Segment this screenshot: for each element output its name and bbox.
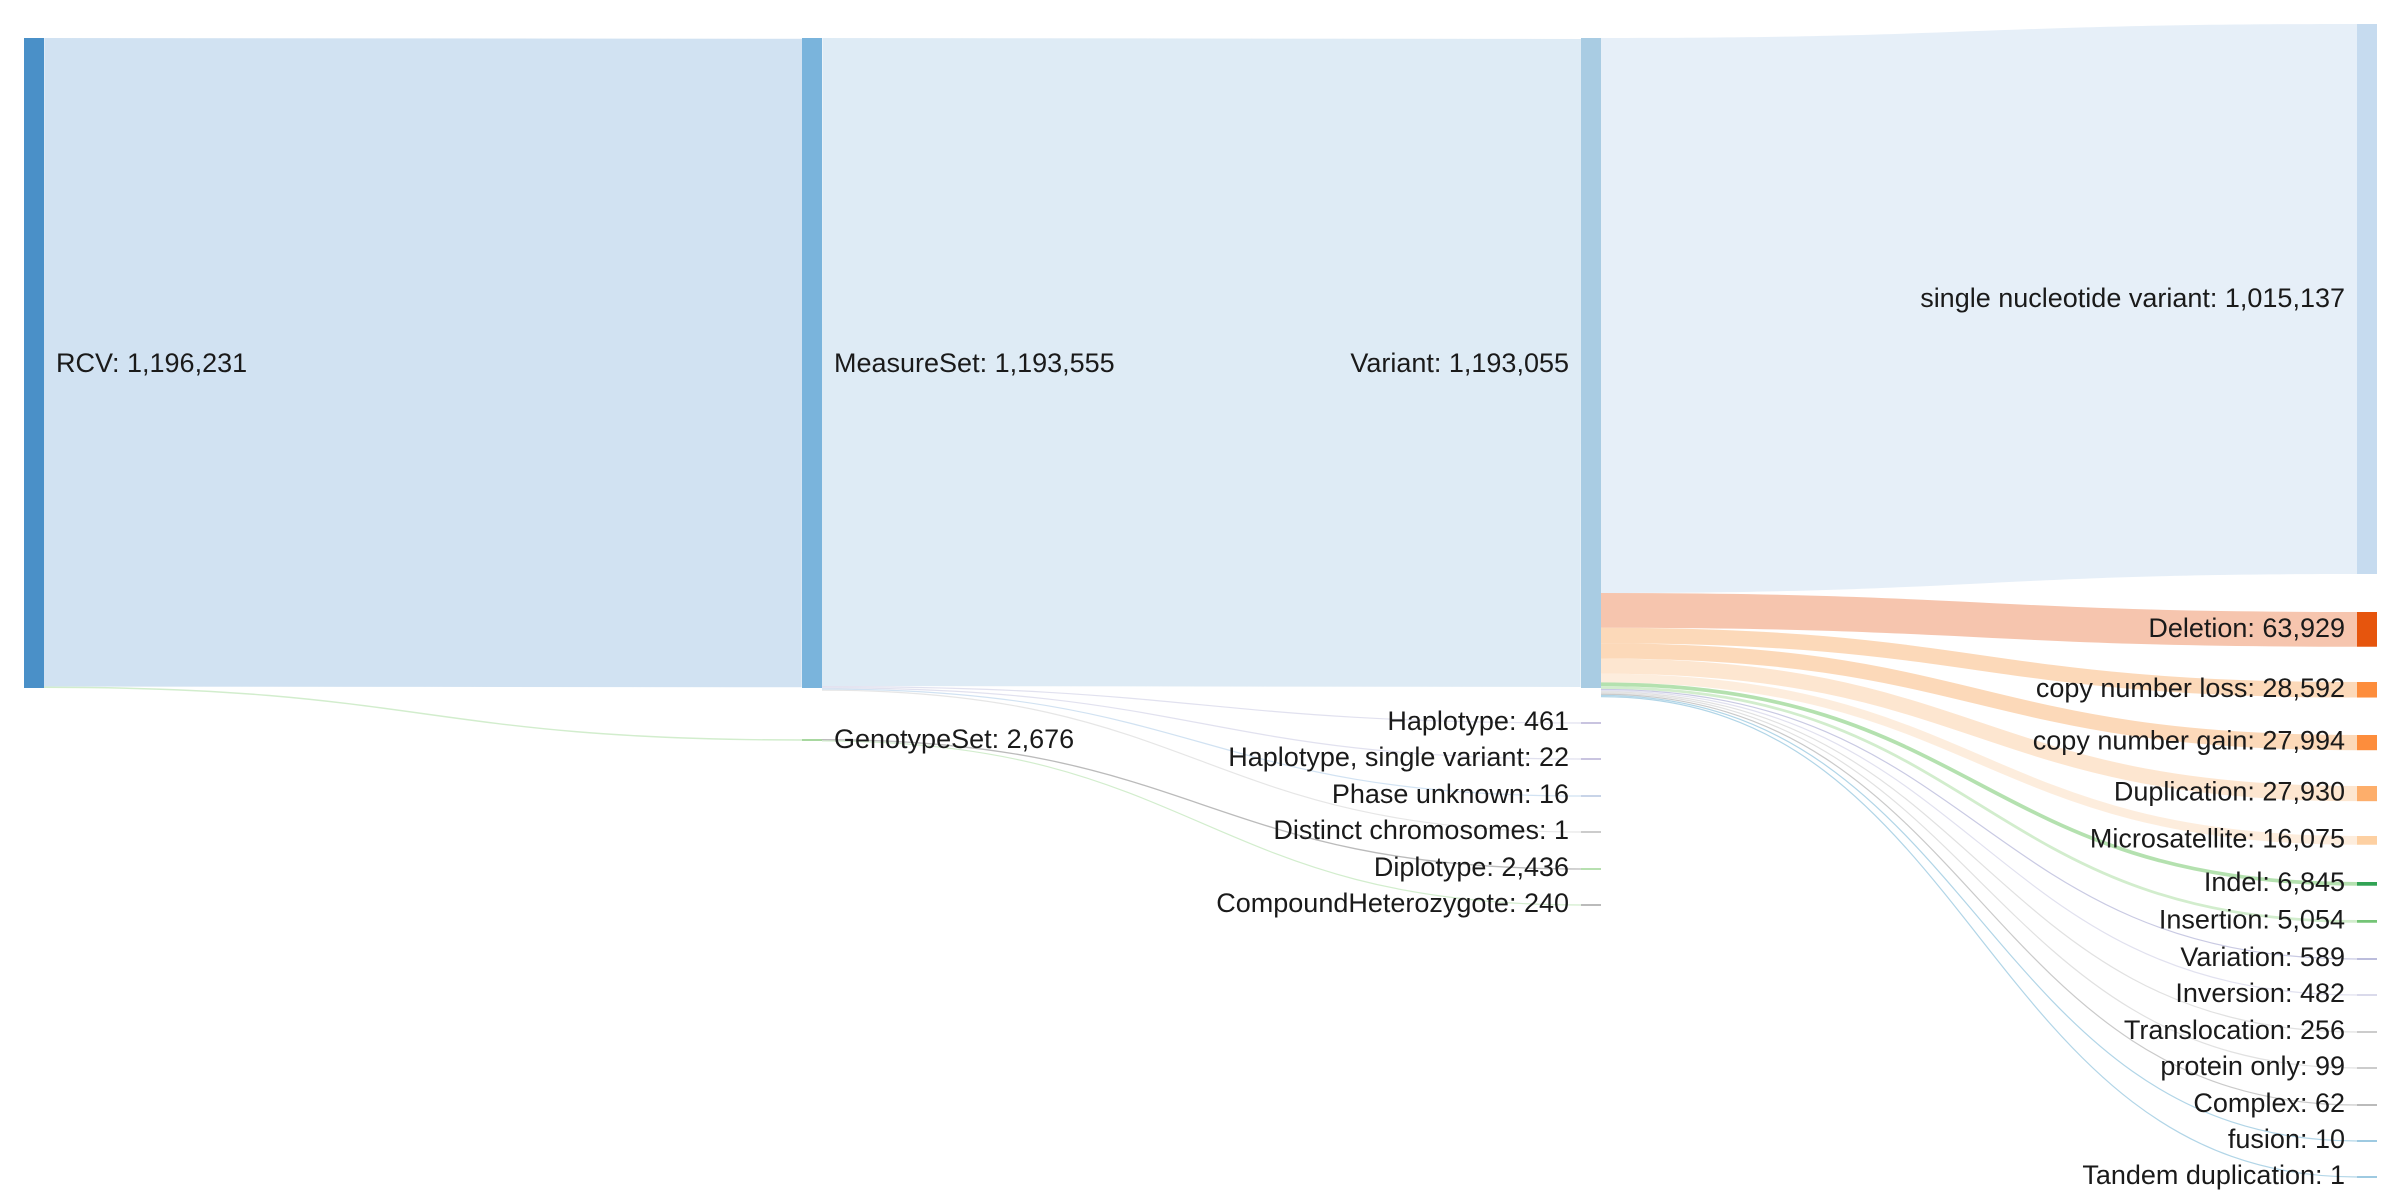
node-label-deletion: Deletion: 63,929 bbox=[2148, 613, 2345, 643]
link-variant-cn_gain bbox=[1600, 643, 2358, 751]
node-indel[interactable] bbox=[2357, 882, 2377, 886]
link-measureset-haplotype bbox=[821, 686, 1582, 724]
node-label-snv: single nucleotide variant: 1,015,137 bbox=[1920, 283, 2345, 313]
node-compound_het[interactable] bbox=[1581, 904, 1601, 906]
node-label-insertion: Insertion: 5,054 bbox=[2159, 904, 2345, 934]
link-measureset-distinct_chrom bbox=[821, 689, 1582, 833]
link-variant-tandem_dup bbox=[1600, 696, 2358, 1178]
node-genotypeset[interactable] bbox=[802, 739, 822, 741]
node-protein_only[interactable] bbox=[2357, 1067, 2377, 1069]
node-label-cn_loss: copy number loss: 28,592 bbox=[2036, 673, 2345, 703]
link-rcv-genotypeset bbox=[43, 686, 803, 741]
node-cn_gain[interactable] bbox=[2357, 735, 2377, 751]
node-variant[interactable] bbox=[1581, 38, 1601, 688]
link-variant-complex bbox=[1600, 693, 2358, 1106]
node-tandem_dup[interactable] bbox=[2357, 1176, 2377, 1178]
node-measureset[interactable] bbox=[802, 38, 822, 688]
node-label-fusion: fusion: 10 bbox=[2228, 1124, 2345, 1154]
node-distinct_chrom[interactable] bbox=[1581, 831, 1601, 833]
node-deletion[interactable] bbox=[2357, 612, 2377, 647]
link-measureset-phase_unknown bbox=[821, 688, 1582, 797]
link-variant-protein_only bbox=[1600, 692, 2358, 1069]
link-variant-insertion bbox=[1600, 686, 2358, 923]
node-snv[interactable] bbox=[2357, 24, 2377, 574]
link-measureset-variant bbox=[821, 38, 1582, 687]
node-label-haplotype: Haplotype: 461 bbox=[1387, 706, 1569, 736]
node-label-microsatellite: Microsatellite: 16,075 bbox=[2090, 823, 2345, 853]
node-label-inversion: Inversion: 482 bbox=[2175, 978, 2345, 1008]
labels-layer: RCV: 1,196,231 MeasureSet: 1,193,555 Genot… bbox=[56, 283, 2345, 1190]
node-label-translocation: Translocation: 256 bbox=[2124, 1015, 2345, 1045]
node-label-distinct_chrom: Distinct chromosomes: 1 bbox=[1273, 815, 1569, 845]
node-label-genotypeset: GenotypeSet: 2,676 bbox=[834, 724, 1074, 754]
node-duplication[interactable] bbox=[2357, 786, 2377, 802]
node-label-protein_only: protein only: 99 bbox=[2160, 1051, 2345, 1081]
link-variant-indel bbox=[1600, 682, 2358, 886]
node-rcv[interactable] bbox=[24, 38, 44, 688]
node-label-complex: Complex: 62 bbox=[2193, 1088, 2345, 1118]
link-variant-snv bbox=[1601, 24, 2357, 593]
link-variant-duplication bbox=[1600, 658, 2358, 802]
node-label-rcv: RCV: 1,196,231 bbox=[56, 348, 247, 378]
node-translocation[interactable] bbox=[2357, 1031, 2377, 1033]
node-complex[interactable] bbox=[2357, 1104, 2377, 1106]
links-layer bbox=[43, 24, 2358, 1178]
node-insertion[interactable] bbox=[2357, 920, 2377, 923]
node-fusion[interactable] bbox=[2357, 1140, 2377, 1142]
node-phase_unknown[interactable] bbox=[1581, 795, 1601, 797]
node-inversion[interactable] bbox=[2357, 994, 2377, 996]
node-label-cn_gain: copy number gain: 27,994 bbox=[2033, 726, 2345, 756]
link-genotypeset-diplotype bbox=[821, 739, 1582, 870]
link-measureset-hap_single bbox=[821, 687, 1582, 760]
node-label-measureset: MeasureSet: 1,193,555 bbox=[834, 348, 1115, 378]
node-label-indel: Indel: 6,845 bbox=[2204, 867, 2345, 897]
nodes-layer bbox=[24, 24, 2377, 1178]
link-variant-translocation bbox=[1600, 691, 2358, 1033]
node-label-diplotype: Diplotype: 2,436 bbox=[1374, 852, 1569, 882]
node-cn_loss[interactable] bbox=[2357, 682, 2377, 698]
node-label-duplication: Duplication: 27,930 bbox=[2114, 777, 2345, 807]
node-diplotype[interactable] bbox=[1581, 868, 1601, 870]
link-variant-inversion bbox=[1600, 690, 2358, 996]
link-variant-variation bbox=[1600, 688, 2358, 960]
node-hap_single[interactable] bbox=[1581, 758, 1601, 760]
node-label-variant: Variant: 1,193,055 bbox=[1350, 348, 1569, 378]
link-rcv-measureset bbox=[43, 38, 803, 688]
node-haplotype[interactable] bbox=[1581, 722, 1601, 724]
link-variant-fusion bbox=[1600, 694, 2358, 1142]
node-variation[interactable] bbox=[2357, 958, 2377, 960]
link-variant-deletion bbox=[1600, 593, 2358, 647]
link-genotypeset-compound_het bbox=[821, 740, 1582, 906]
node-microsatellite[interactable] bbox=[2357, 836, 2377, 845]
node-label-tandem_dup: Tandem duplication: 1 bbox=[2082, 1160, 2345, 1190]
node-label-variation: Variation: 589 bbox=[2180, 942, 2345, 972]
node-label-hap_single: Haplotype, single variant: 22 bbox=[1228, 742, 1569, 772]
node-label-compound_het: CompoundHeterozygote: 240 bbox=[1216, 888, 1569, 918]
link-variant-microsatellite bbox=[1600, 673, 2358, 845]
node-label-phase_unknown: Phase unknown: 16 bbox=[1332, 779, 1569, 809]
link-variant-cn_loss bbox=[1600, 627, 2358, 698]
